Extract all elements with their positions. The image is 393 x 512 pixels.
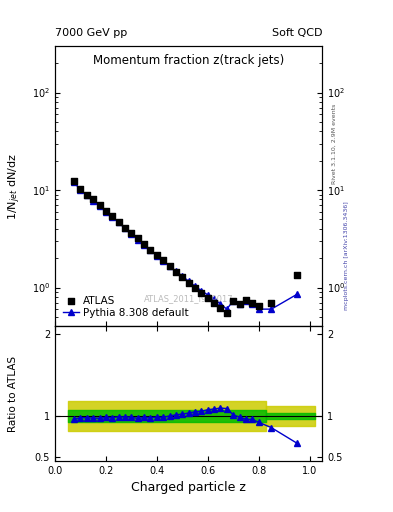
Pythia 8.308 default (104, 208, 108, 215)
ATLAS (294, 271, 300, 279)
Pythia 8.308 default (244, 298, 248, 305)
Pythia 8.308 default (269, 306, 274, 312)
Pythia 8.308 default (142, 242, 147, 248)
Pythia 8.308 default (148, 247, 153, 253)
ATLAS (243, 295, 249, 304)
ATLAS (198, 289, 204, 297)
Pythia 8.308 default (91, 198, 95, 204)
Pythia 8.308 default (161, 258, 165, 264)
Pythia 8.308 default (186, 278, 191, 284)
Text: Rivet 3.1.10, 2.9M events: Rivet 3.1.10, 2.9M events (332, 103, 337, 183)
ATLAS (255, 302, 262, 310)
Pythia 8.308 default (129, 231, 134, 237)
Pythia 8.308 default (237, 302, 242, 308)
Pythia 8.308 default (212, 296, 217, 302)
ATLAS (147, 245, 154, 253)
Pythia 8.308 default (110, 214, 115, 220)
Pythia 8.308 default (199, 288, 204, 294)
Pythia 8.308 default (250, 302, 255, 308)
Pythia 8.308 default (116, 219, 121, 225)
ATLAS (185, 279, 192, 287)
ATLAS (103, 207, 109, 215)
ATLAS (179, 273, 185, 281)
ATLAS (249, 298, 255, 307)
ATLAS (192, 284, 198, 292)
ATLAS (224, 309, 230, 317)
ATLAS (84, 190, 90, 199)
ATLAS (268, 298, 274, 307)
Pythia 8.308 default (218, 301, 223, 307)
ATLAS (71, 177, 77, 185)
Pythia 8.308 default (224, 306, 229, 312)
Pythia 8.308 default (154, 252, 159, 259)
Text: 7000 GeV pp: 7000 GeV pp (55, 28, 127, 38)
Y-axis label: 1/N$_{jet}$ dN/dz: 1/N$_{jet}$ dN/dz (7, 153, 23, 220)
Legend: ATLAS, Pythia 8.308 default: ATLAS, Pythia 8.308 default (60, 293, 192, 321)
Pythia 8.308 default (193, 283, 197, 289)
ATLAS (77, 185, 84, 194)
Text: Soft QCD: Soft QCD (272, 28, 322, 38)
Pythia 8.308 default (97, 203, 102, 209)
ATLAS (211, 298, 217, 307)
ATLAS (217, 304, 224, 312)
Pythia 8.308 default (84, 193, 89, 199)
Pythia 8.308 default (167, 263, 172, 269)
ATLAS (90, 196, 96, 204)
Pythia 8.308 default (231, 298, 235, 304)
ATLAS (122, 224, 128, 232)
Y-axis label: Ratio to ATLAS: Ratio to ATLAS (7, 355, 18, 432)
Text: Momentum fraction z(track jets): Momentum fraction z(track jets) (93, 54, 284, 68)
Pythia 8.308 default (256, 306, 261, 312)
ATLAS (205, 294, 211, 302)
ATLAS (173, 268, 179, 276)
ATLAS (116, 218, 122, 226)
Text: mcplots.cern.ch [arXiv:1306.3436]: mcplots.cern.ch [arXiv:1306.3436] (344, 202, 349, 310)
Pythia 8.308 default (78, 187, 83, 193)
Pythia 8.308 default (174, 268, 178, 274)
ATLAS (160, 256, 166, 264)
ATLAS (237, 300, 243, 308)
Pythia 8.308 default (206, 292, 210, 298)
Pythia 8.308 default (123, 225, 127, 231)
ATLAS (141, 240, 147, 248)
ATLAS (96, 201, 103, 209)
ATLAS (154, 251, 160, 259)
Pythia 8.308 default (72, 179, 77, 185)
Pythia 8.308 default (135, 237, 140, 243)
ATLAS (166, 262, 173, 270)
ATLAS (134, 234, 141, 242)
ATLAS (230, 297, 236, 306)
Pythia 8.308 default (180, 273, 185, 279)
Line: Pythia 8.308 default: Pythia 8.308 default (72, 180, 299, 312)
Pythia 8.308 default (294, 291, 299, 297)
ATLAS (109, 212, 116, 220)
ATLAS (128, 229, 134, 238)
X-axis label: Charged particle z: Charged particle z (131, 481, 246, 494)
Text: ATLAS_2011_I919017: ATLAS_2011_I919017 (144, 294, 233, 303)
